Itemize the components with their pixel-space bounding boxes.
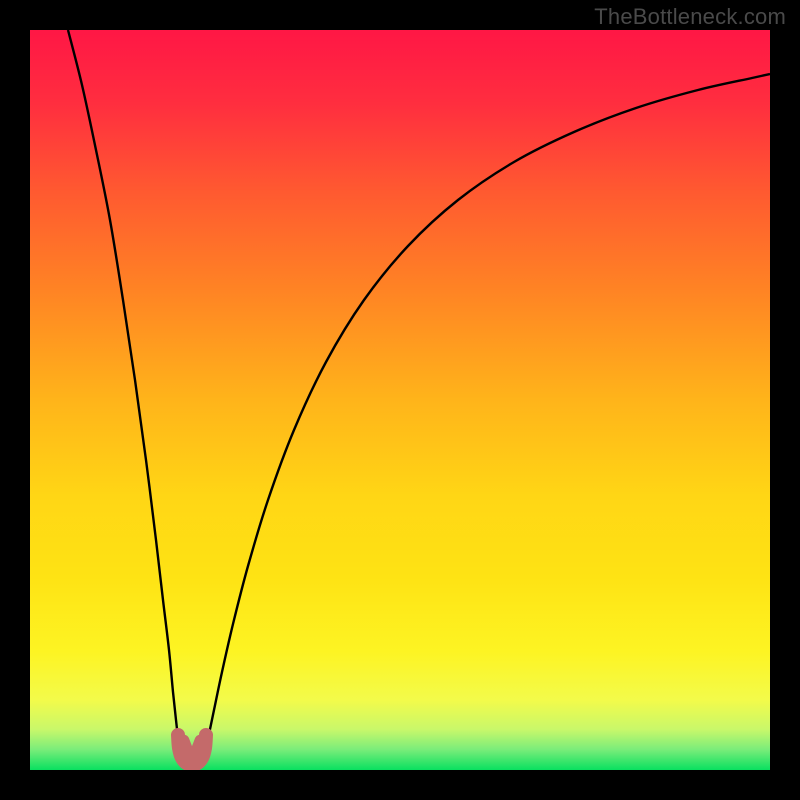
figure-root: TheBottleneck.com [0, 0, 800, 800]
plot-area [30, 30, 770, 770]
gradient-background [30, 30, 770, 770]
watermark-text: TheBottleneck.com [594, 4, 786, 30]
plot-svg [30, 30, 770, 770]
